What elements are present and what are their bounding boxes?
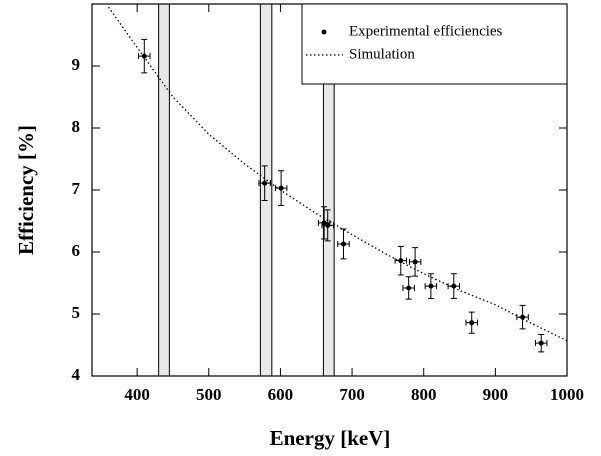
simulation-curve xyxy=(107,6,568,342)
data-point xyxy=(321,220,327,226)
data-point xyxy=(262,180,268,186)
x-tick-label: 700 xyxy=(339,385,365,404)
data-point xyxy=(340,241,346,247)
y-tick-label: 5 xyxy=(72,303,81,322)
data-point xyxy=(451,283,457,289)
legend-label: Experimental efficiencies xyxy=(349,23,503,39)
y-tick-label: 9 xyxy=(72,55,81,74)
x-tick-label: 500 xyxy=(196,385,222,404)
y-axis-label: Efficiency [%] xyxy=(14,125,38,255)
data-point xyxy=(520,314,526,320)
data-point xyxy=(406,285,412,291)
legend-marker xyxy=(321,29,327,35)
y-tick-label: 6 xyxy=(72,241,81,260)
data-point xyxy=(325,222,331,228)
legend-label: Simulation xyxy=(349,46,415,62)
y-tick-label: 4 xyxy=(72,365,81,384)
x-tick-label: 400 xyxy=(124,385,150,404)
data-point xyxy=(469,320,475,326)
band xyxy=(259,3,273,377)
x-tick-label: 1000 xyxy=(550,385,584,404)
y-tick-label: 8 xyxy=(72,117,81,136)
data-point xyxy=(141,53,147,59)
legend-box xyxy=(301,3,568,85)
data-point xyxy=(398,258,404,264)
data-point xyxy=(412,259,418,265)
band xyxy=(158,3,170,377)
data-point xyxy=(428,283,434,289)
x-tick-label: 800 xyxy=(411,385,437,404)
x-tick-label: 900 xyxy=(483,385,509,404)
data-point xyxy=(538,340,544,346)
y-tick-label: 7 xyxy=(72,179,81,198)
x-tick-label: 600 xyxy=(268,385,294,404)
x-axis-label: Energy [keV] xyxy=(270,426,391,450)
